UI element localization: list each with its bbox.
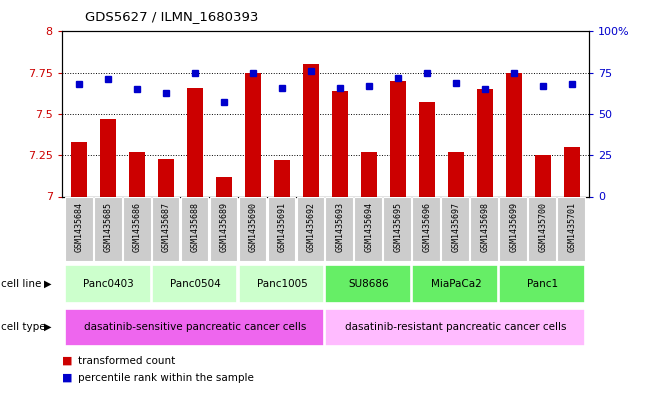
Text: GSM1435695: GSM1435695 [393, 202, 402, 252]
Bar [152, 196, 180, 261]
Text: transformed count: transformed count [78, 356, 175, 366]
Text: cell line: cell line [1, 279, 42, 289]
Bar [152, 265, 238, 303]
Bar [477, 89, 493, 196]
Text: GSM1435689: GSM1435689 [219, 202, 229, 252]
Bar [158, 158, 174, 196]
Bar [326, 309, 585, 346]
Text: GSM1435693: GSM1435693 [335, 202, 344, 252]
Text: GSM1435686: GSM1435686 [133, 202, 142, 252]
Bar [210, 196, 238, 261]
Bar [326, 265, 411, 303]
Text: GSM1435684: GSM1435684 [75, 202, 84, 252]
Bar [529, 196, 556, 261]
Bar [413, 265, 498, 303]
Bar [64, 309, 324, 346]
Bar [64, 196, 92, 261]
Text: GSM1435698: GSM1435698 [480, 202, 490, 252]
Text: dasatinib-resistant pancreatic cancer cells: dasatinib-resistant pancreatic cancer ce… [345, 322, 566, 332]
Bar [238, 196, 266, 261]
Text: GSM1435696: GSM1435696 [422, 202, 432, 252]
Text: GSM1435697: GSM1435697 [451, 202, 460, 252]
Bar [448, 152, 464, 196]
Bar [64, 265, 150, 303]
Text: Panc0504: Panc0504 [170, 279, 221, 289]
Text: GSM1435700: GSM1435700 [538, 202, 547, 252]
Text: ■: ■ [62, 373, 72, 383]
Text: GSM1435692: GSM1435692 [307, 202, 316, 252]
Text: GDS5627 / ILMN_1680393: GDS5627 / ILMN_1680393 [85, 10, 258, 23]
Text: MiaPaCa2: MiaPaCa2 [430, 279, 481, 289]
Bar [557, 196, 585, 261]
Bar [441, 196, 469, 261]
Text: ▶: ▶ [44, 322, 52, 332]
Bar [180, 196, 208, 261]
Bar [535, 155, 551, 196]
Text: SU8686: SU8686 [349, 279, 389, 289]
Bar [122, 196, 150, 261]
Bar [390, 81, 406, 196]
Bar [129, 152, 145, 196]
Text: GSM1435701: GSM1435701 [567, 202, 576, 252]
Bar [471, 196, 498, 261]
Text: GSM1435687: GSM1435687 [161, 202, 171, 252]
Bar [274, 160, 290, 196]
Text: cell type: cell type [1, 322, 46, 332]
Bar [216, 177, 232, 196]
Bar [355, 196, 382, 261]
Bar [332, 91, 348, 196]
Bar [419, 103, 435, 196]
Text: Panc1005: Panc1005 [256, 279, 307, 289]
Text: ▶: ▶ [44, 279, 52, 289]
Text: GSM1435688: GSM1435688 [191, 202, 200, 252]
Text: dasatinib-sensitive pancreatic cancer cells: dasatinib-sensitive pancreatic cancer ce… [84, 322, 307, 332]
Text: Panc0403: Panc0403 [83, 279, 133, 289]
Bar [94, 196, 122, 261]
Bar [100, 119, 116, 196]
Bar [296, 196, 324, 261]
Bar [303, 64, 319, 196]
Text: percentile rank within the sample: percentile rank within the sample [78, 373, 254, 383]
Text: GSM1435694: GSM1435694 [365, 202, 374, 252]
Bar [499, 196, 527, 261]
Bar [187, 88, 203, 196]
Bar [383, 196, 411, 261]
Bar [268, 196, 296, 261]
Bar [564, 147, 580, 196]
Bar [413, 196, 440, 261]
Text: GSM1435699: GSM1435699 [509, 202, 518, 252]
Bar [499, 265, 585, 303]
Text: GSM1435691: GSM1435691 [277, 202, 286, 252]
Text: ■: ■ [62, 356, 72, 366]
Bar [361, 152, 377, 196]
Bar [506, 73, 522, 196]
Text: GSM1435690: GSM1435690 [249, 202, 258, 252]
Bar [245, 73, 261, 196]
Bar [71, 142, 87, 196]
Text: Panc1: Panc1 [527, 279, 559, 289]
Text: GSM1435685: GSM1435685 [104, 202, 113, 252]
Bar [238, 265, 324, 303]
Bar [326, 196, 353, 261]
